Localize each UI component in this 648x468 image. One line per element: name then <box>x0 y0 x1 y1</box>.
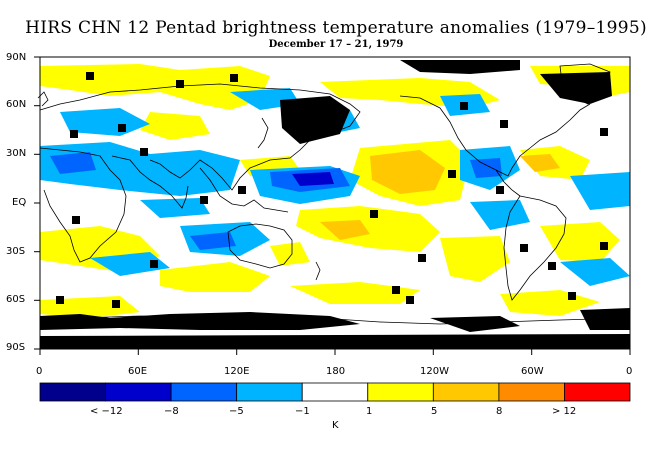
lon-label-0-left: 0 <box>36 366 43 377</box>
australia-coast <box>227 223 293 269</box>
lon-label-120e: 120E <box>224 366 250 377</box>
colorbar-swatch <box>564 382 631 402</box>
colorbar-swatch <box>39 382 106 402</box>
missing-data-areas <box>40 60 630 349</box>
colorbar-unit: K <box>332 420 339 431</box>
colorbar-swatch <box>236 382 303 402</box>
colorbar <box>39 382 631 402</box>
lat-label-90s: 90S <box>6 342 26 353</box>
lat-label-90n: 90N <box>6 52 27 63</box>
central-america-coast <box>495 169 521 197</box>
map-subtitle: December 17 – 21, 1979 <box>268 39 404 50</box>
south-america-coast <box>503 195 567 301</box>
southeast-asia-coast <box>199 167 289 213</box>
colorbar-swatch <box>432 382 500 402</box>
colorbar-label-lt-12: < −12 <box>90 406 123 417</box>
strong-positive-anomaly-regions <box>320 150 560 240</box>
africa-coast <box>39 147 127 263</box>
greenland-coast <box>559 63 611 105</box>
uk-coast <box>37 91 49 107</box>
lon-label-60w: 60W <box>521 366 544 377</box>
lon-label-60e: 60E <box>128 366 148 377</box>
colorbar-label-8: 8 <box>496 406 503 417</box>
colorbar-label-8neg: −8 <box>164 406 179 417</box>
map-title: HIRS CHN 12 Pentad brightness temperatur… <box>25 18 647 38</box>
north-america-coast <box>399 95 591 177</box>
lat-ticks <box>34 56 40 350</box>
lon-ticks <box>39 349 631 355</box>
lat-label-60n: 60N <box>6 99 27 110</box>
colorbar-label-1: 1 <box>366 406 373 417</box>
colorbar-swatch <box>105 382 172 402</box>
lon-label-0-right: 0 <box>626 366 633 377</box>
colorbar-label-5neg: −5 <box>229 406 244 417</box>
lat-label-30n: 30N <box>6 148 27 159</box>
lat-label-30s: 30S <box>6 246 26 257</box>
colorbar-swatch <box>301 382 369 402</box>
japan-coast <box>257 117 269 149</box>
colorbar-label-1neg: −1 <box>295 406 310 417</box>
strong-negative-anomaly-regions <box>292 172 334 186</box>
new-zealand-coast <box>315 261 321 281</box>
colorbar-label-5: 5 <box>431 406 438 417</box>
colorbar-swatch <box>498 382 565 402</box>
lon-label-120w: 120W <box>420 366 449 377</box>
colorbar-swatch <box>170 382 238 402</box>
europe-asia-coast <box>39 83 361 191</box>
lat-label-60s: 60S <box>6 294 26 305</box>
colorbar-label-gt-12: > 12 <box>552 406 577 417</box>
antarctica-coast <box>39 315 631 325</box>
coastlines <box>37 63 631 325</box>
arabia-india-coast <box>111 155 189 209</box>
lat-label-eq: EQ <box>12 197 27 208</box>
colorbar-swatch <box>367 382 434 402</box>
lon-label-180: 180 <box>326 366 346 377</box>
